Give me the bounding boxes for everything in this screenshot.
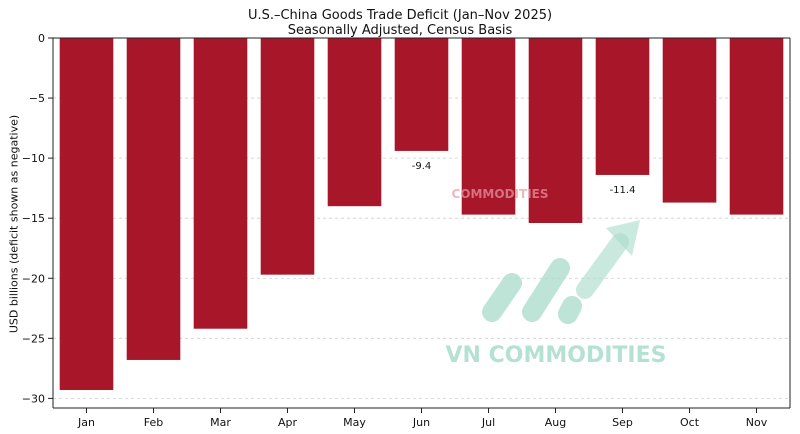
x-tick-label: Jul <box>481 416 495 429</box>
bar-jun <box>394 38 449 151</box>
x-tick-label: May <box>343 416 366 429</box>
watermark-logo-arrow <box>576 233 629 299</box>
x-tick-label: Jan <box>77 416 95 429</box>
y-tick-label: −5 <box>29 92 45 105</box>
x-tick-label: Jun <box>412 416 430 429</box>
bar-feb <box>126 38 181 360</box>
x-tick-label: Nov <box>746 416 768 429</box>
bar-oct <box>662 38 717 203</box>
watermark-text: VN COMMODITIES <box>446 343 667 368</box>
x-tick-label: Feb <box>144 416 163 429</box>
bar-aug <box>528 38 583 223</box>
watermark-logo-stroke <box>522 258 570 322</box>
y-tick-label: −10 <box>22 152 45 165</box>
bar-jul <box>461 38 516 215</box>
data-label-sep: -11.4 <box>610 185 636 196</box>
chart-subtitle: Seasonally Adjusted, Census Basis <box>287 23 513 38</box>
y-tick-label: −25 <box>22 332 45 345</box>
x-tick-label: Sep <box>612 416 633 429</box>
y-tick-label: −30 <box>22 392 45 405</box>
watermark-logo-stroke <box>558 296 582 324</box>
y-tick-label: −20 <box>22 272 45 285</box>
bar-mar <box>193 38 248 329</box>
y-tick-label: −15 <box>22 212 45 225</box>
chart-title: U.S.–China Goods Trade Deficit (Jan–Nov … <box>247 8 553 23</box>
bar-sep <box>595 38 650 175</box>
watermark-logo-stroke <box>482 273 522 322</box>
bar-jan <box>59 38 114 390</box>
bar-nov <box>729 38 784 215</box>
x-tick-label: Mar <box>210 416 231 429</box>
watermark-small-text: COMMODITIES <box>451 187 548 201</box>
y-tick-label: 0 <box>38 32 45 45</box>
watermark-arrow-head-icon <box>606 220 640 256</box>
data-label-jun: -9.4 <box>412 161 432 172</box>
x-tick-label: Apr <box>278 416 298 429</box>
bar-may <box>327 38 382 207</box>
x-tick-label: Aug <box>545 416 566 429</box>
x-tick-label: Oct <box>680 416 700 429</box>
bar-apr <box>260 38 315 275</box>
